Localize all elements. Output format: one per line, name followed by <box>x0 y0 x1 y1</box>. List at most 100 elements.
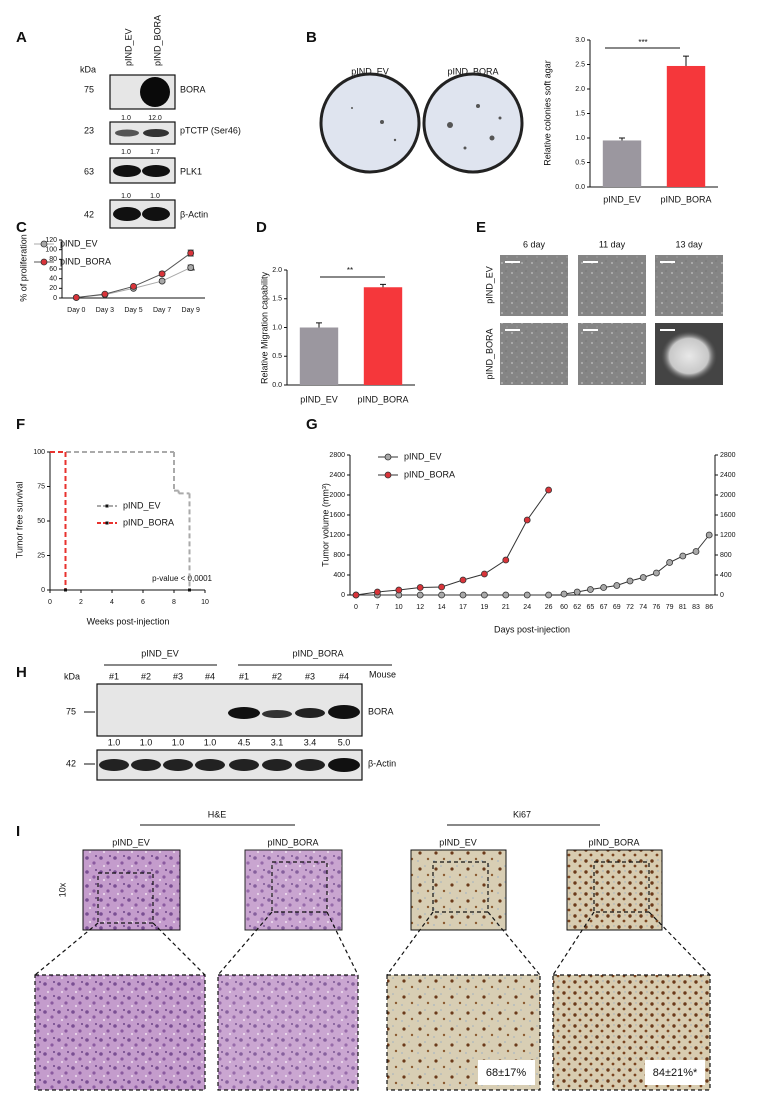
legend-marker <box>40 240 48 248</box>
point <box>573 588 581 596</box>
end-point <box>64 588 67 592</box>
lane-label: pIND_EV <box>123 28 133 66</box>
point <box>130 282 137 290</box>
legend-label: pIND_EV <box>60 238 98 248</box>
point <box>459 591 467 599</box>
y-tick-label: 1.0 <box>272 324 282 331</box>
quant: 1.0 <box>140 737 153 747</box>
point <box>187 249 195 257</box>
point <box>72 294 80 301</box>
lane-label: #2 <box>141 671 151 681</box>
point <box>395 586 403 594</box>
blot <box>96 683 363 737</box>
annotation: p-value < 0,0001 <box>152 574 212 583</box>
quant: 1.0 <box>150 193 160 200</box>
band <box>143 129 169 137</box>
column-label: 6 day <box>523 239 546 249</box>
protein-label: pTCTP (Ser46) <box>180 125 241 135</box>
kda-label: kDa <box>64 671 80 681</box>
protein-label: β-Actin <box>180 209 208 219</box>
lane-label: #2 <box>272 671 282 681</box>
point <box>416 591 424 599</box>
stain-label: Ki67 <box>513 809 531 819</box>
y-tick-label: 75 <box>37 483 45 490</box>
y-tick-label: 2.0 <box>575 86 585 93</box>
quant: 1.0 <box>121 193 131 200</box>
band <box>140 77 170 107</box>
point <box>438 591 446 599</box>
x-tick-label: 7 <box>375 604 379 611</box>
x-tick-label: 19 <box>481 604 489 611</box>
dish-label: pIND_BORA <box>447 66 498 76</box>
x-tick-label: 62 <box>573 604 581 611</box>
point <box>502 556 510 564</box>
series-line <box>356 534 710 596</box>
quant: 3.1 <box>271 737 284 747</box>
quant: 1.0 <box>172 737 185 747</box>
panel-letter: C <box>16 219 27 236</box>
y-tick-label: 1600 <box>329 512 345 519</box>
protein-label: BORA <box>180 84 206 94</box>
y-tick-label: 80 <box>49 256 57 263</box>
bands <box>99 705 360 772</box>
point <box>438 583 446 591</box>
x-tick-label: 10 <box>395 604 403 611</box>
quant: 12.0 <box>148 115 162 122</box>
protein-label: PLK1 <box>180 166 202 176</box>
y-tick-label: 0 <box>41 587 45 594</box>
point <box>416 584 424 591</box>
y2-tick-label: 1200 <box>720 532 736 539</box>
x-tick-label: 4 <box>110 599 114 606</box>
point <box>101 290 109 298</box>
protein-label: BORA <box>368 706 394 716</box>
x-tick-label: 83 <box>692 604 700 611</box>
column-label: 13 day <box>675 239 703 249</box>
lane-label: #4 <box>339 671 349 681</box>
kda-marker: 42 <box>84 209 94 219</box>
score: 84±21%* <box>653 1067 698 1079</box>
band <box>142 165 170 177</box>
row-label: pIND_EV <box>484 266 494 304</box>
kda-marker: 75 <box>84 84 94 94</box>
y-tick-label: 0.5 <box>272 353 282 360</box>
point <box>459 576 467 584</box>
series-line <box>76 267 191 299</box>
column-label: pIND_BORA <box>588 837 639 847</box>
annotation: ** <box>347 266 353 275</box>
end-point <box>188 588 191 592</box>
quant: 1.7 <box>150 149 160 156</box>
point <box>600 584 607 591</box>
x-axis-label: Days post-injection <box>494 624 570 634</box>
y-tick-label: 2000 <box>329 492 345 499</box>
y-tick-label: 1200 <box>329 532 345 539</box>
panel-letter: F <box>16 416 25 433</box>
point <box>480 570 488 578</box>
kda-marker: 63 <box>84 166 94 176</box>
x-tick-label: pIND_EV <box>300 394 338 404</box>
quant: 1.0 <box>204 737 217 747</box>
point <box>352 591 360 599</box>
y-tick-label: 50 <box>37 518 45 525</box>
kda-marker: 23 <box>84 125 94 135</box>
y-tick-label: 0.0 <box>575 184 585 191</box>
x-tick-label: 86 <box>705 604 713 611</box>
row-label: pIND_BORA <box>484 328 494 379</box>
dish-label: pIND_EV <box>351 66 389 76</box>
x-tick-label: Day 0 <box>67 307 85 314</box>
x-tick-label: Day 9 <box>182 307 200 314</box>
bar <box>363 287 403 385</box>
dish <box>422 72 524 174</box>
x-tick-label: Day 3 <box>96 307 114 314</box>
point <box>560 590 568 598</box>
x-tick-label: Day 7 <box>153 307 171 314</box>
point <box>158 270 166 278</box>
quant: 1.0 <box>108 737 121 747</box>
series-line <box>355 489 550 596</box>
band <box>113 207 141 221</box>
y-tick-label: 400 <box>333 572 345 579</box>
legend-label: pIND_BORA <box>60 256 111 266</box>
panel-letter: A <box>16 29 27 46</box>
legend-marker <box>105 521 109 525</box>
lanes-label: Mouse <box>369 669 396 679</box>
point <box>545 591 552 599</box>
